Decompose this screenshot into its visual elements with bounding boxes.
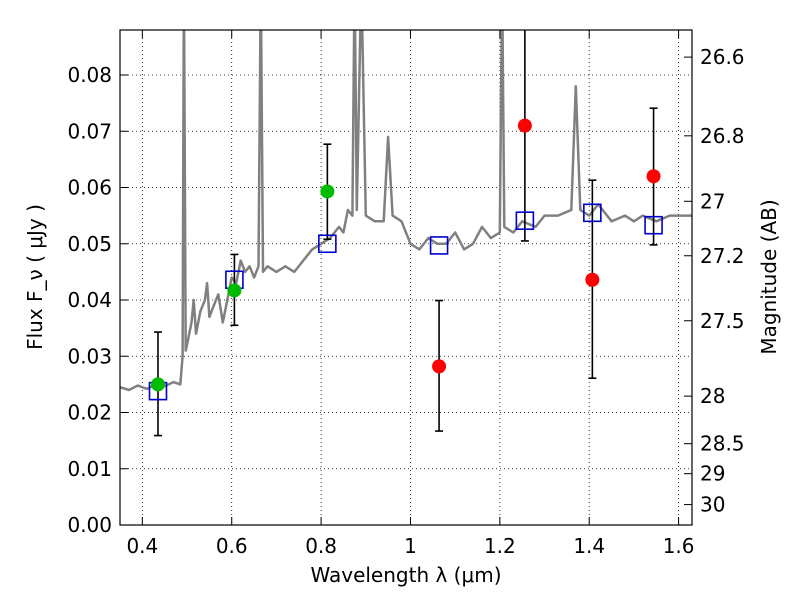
- model-spectrum: [120, 30, 692, 392]
- y-tick-label: 0.05: [67, 232, 112, 256]
- x-tick-label: 1.4: [573, 534, 605, 558]
- x-tick-label: 0.8: [305, 534, 337, 558]
- hst_nir-marker: [432, 359, 447, 374]
- right-tick-label: 30: [700, 493, 725, 517]
- x-tick-label: 1.6: [663, 534, 695, 558]
- hst_nir-marker: [585, 272, 600, 287]
- x-tick-label: 1: [404, 534, 417, 558]
- y-axis: 0.00 0.01 0.02 0.03 0.04 0.05 0.06 0.07 0.08: [67, 63, 128, 537]
- y-tick-label: 0.07: [67, 119, 112, 143]
- x-axis-title: Wavelength λ (μm): [310, 563, 501, 587]
- y-tick-label: 0.08: [67, 63, 112, 87]
- right-tick-label: 28.5: [700, 432, 745, 456]
- y-tick-label: 0.02: [67, 401, 112, 425]
- y-tick-label: 0.00: [67, 513, 112, 537]
- x-tick-label: 0.4: [126, 534, 158, 558]
- hst_nir-marker: [646, 169, 661, 184]
- right-magnitude-axis: 26.6 26.8 27 27.2 27.5 28 28.5 29 30: [684, 45, 745, 517]
- right-tick-label: 26.8: [700, 124, 745, 148]
- right-tick-label: 27.5: [700, 309, 745, 333]
- model_photometry-marker: [429, 236, 449, 255]
- y-tick-label: 0.03: [67, 344, 112, 368]
- y-tick-label: 0.06: [67, 176, 112, 200]
- right-tick-label: 28: [700, 384, 725, 408]
- right-tick-label: 27: [700, 189, 725, 213]
- plot-frame: [119, 29, 693, 526]
- hst_optical-marker: [150, 377, 165, 392]
- y-axis-title: Flux F_ν ( μJy ): [23, 204, 47, 350]
- plot-background: [120, 30, 692, 525]
- right-tick-label: 29: [700, 462, 725, 486]
- model_photometry-marker: [318, 234, 337, 254]
- model-spectrum-line: [120, 30, 692, 392]
- data-markers: [148, 118, 663, 401]
- hst_optical-marker: [227, 283, 242, 298]
- x-tick-label: 1.2: [484, 534, 516, 558]
- right-tick-label: 27.2: [700, 244, 745, 268]
- model_photometry-marker: [583, 203, 602, 223]
- y-tick-label: 0.01: [67, 457, 112, 481]
- right-axis-title: Magnitude (AB): [757, 199, 781, 354]
- hst_optical-marker: [320, 184, 335, 199]
- y-tick-label: 0.04: [67, 288, 112, 312]
- x-axis: 0.4 0.6 0.8 1 1.2 1.4 1.6: [126, 30, 695, 558]
- model_photometry-marker: [515, 211, 535, 230]
- model_photometry-marker: [644, 215, 663, 235]
- right-tick-label: 26.6: [700, 45, 745, 69]
- hst_nir-marker: [517, 118, 532, 133]
- x-tick-label: 0.6: [216, 534, 248, 558]
